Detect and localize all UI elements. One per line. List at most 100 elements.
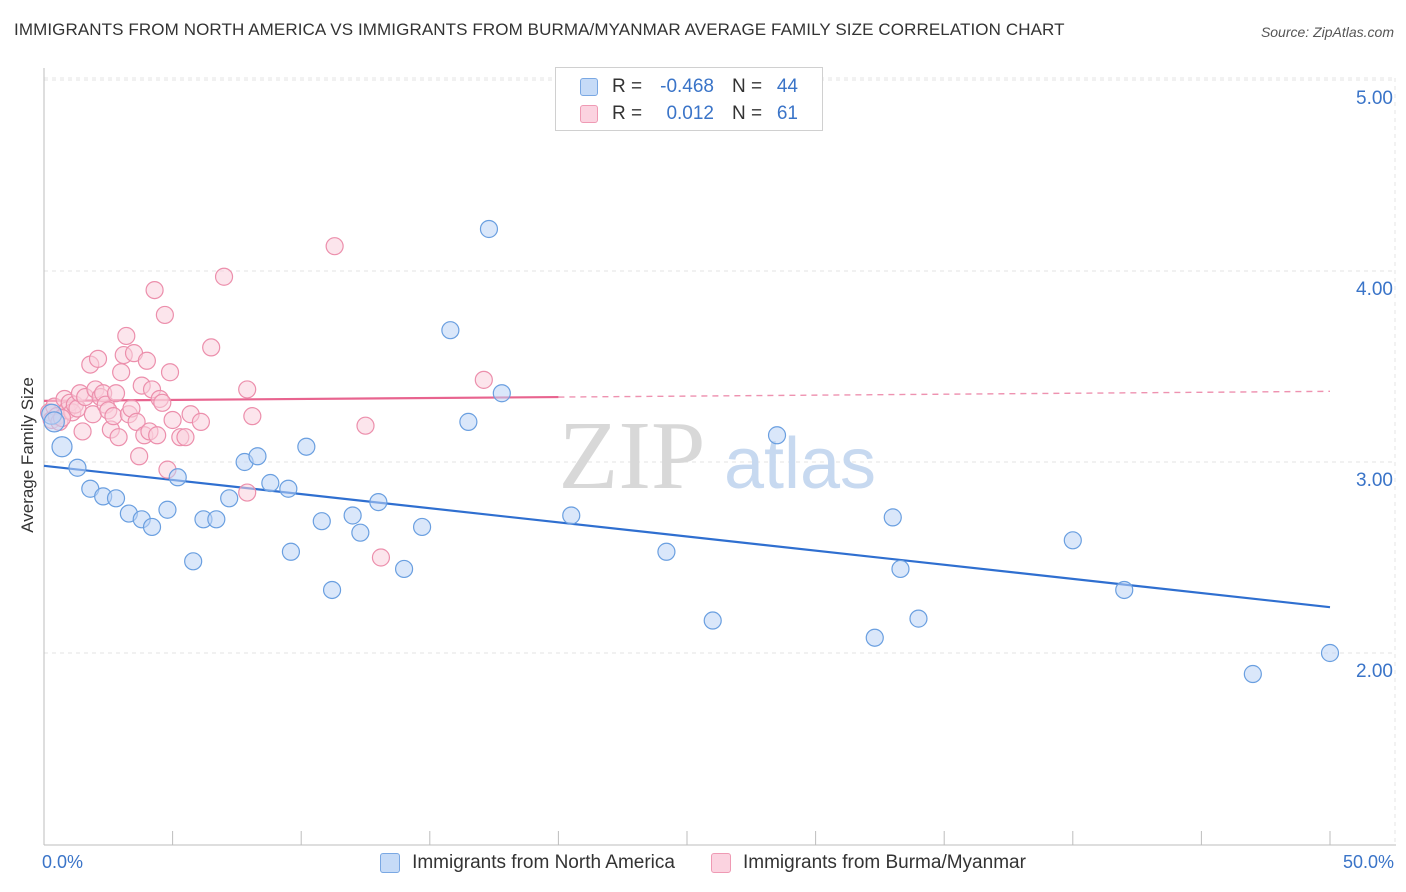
data-point-series-0: [412, 517, 432, 537]
data-point-series-1: [371, 548, 391, 567]
data-point-series-1: [238, 380, 257, 399]
y-tick-label: 5.00: [1356, 88, 1393, 109]
trend-extension-series-1: [558, 390, 1331, 398]
data-point-series-1: [474, 370, 493, 389]
trend-line-series-0: [43, 464, 1331, 609]
data-point-series-0: [106, 489, 126, 508]
data-point-series-0: [1243, 664, 1262, 684]
legend-r-value: -0.468: [660, 76, 714, 97]
data-point-series-1: [148, 426, 167, 445]
legend-n-label: N =: [732, 76, 763, 97]
y-axis-label: Average Family Size: [18, 377, 37, 533]
data-point-series-0: [68, 458, 87, 477]
data-point-series-0: [158, 500, 177, 519]
data-point-series-1: [104, 407, 123, 426]
legend-swatch-blue: [580, 78, 598, 96]
data-point-series-1: [202, 338, 221, 357]
data-point-series-0: [1320, 643, 1340, 663]
data-point-series-0: [142, 517, 162, 537]
data-point-series-0: [281, 542, 301, 561]
data-point-series-1: [243, 407, 262, 426]
data-point-series-0: [184, 552, 203, 571]
data-point-series-0: [479, 219, 499, 239]
data-point-series-0: [562, 506, 581, 525]
legend-swatch-pink: [580, 105, 598, 123]
legend-n-label: N =: [732, 103, 763, 124]
data-point-series-1: [130, 447, 149, 466]
legend-r-label: R =: [612, 103, 643, 124]
data-point-series-0: [441, 321, 460, 340]
data-point-series-1: [109, 428, 128, 447]
data-point-series-1: [191, 412, 210, 431]
x-tick-min: 0.0%: [42, 852, 84, 872]
x-tick-max: 50.0%: [1342, 852, 1394, 872]
data-point-series-0: [459, 412, 478, 431]
data-point-series-1: [117, 326, 136, 346]
data-point-series-1: [88, 349, 108, 368]
data-point-series-0: [909, 609, 928, 628]
data-point-series-1: [163, 410, 182, 430]
data-point-series-1: [356, 416, 375, 435]
data-point-series-1: [106, 384, 126, 403]
data-points: [40, 219, 1340, 684]
watermark-zip: ZIP: [559, 402, 706, 510]
data-point-series-0: [261, 473, 280, 493]
data-point-series-0: [1115, 580, 1134, 600]
data-point-series-1: [238, 483, 257, 502]
legend-row-north-america: R = -0.468 N = 44: [580, 75, 798, 99]
data-point-series-0: [297, 437, 316, 456]
watermark-atlas: atlas: [724, 424, 876, 504]
data-point-series-0: [492, 384, 511, 403]
y-tick-label: 4.00: [1356, 279, 1393, 300]
data-point-series-0: [207, 510, 226, 529]
data-point-series-1: [155, 305, 174, 325]
data-point-series-1: [73, 422, 92, 441]
data-point-series-0: [369, 493, 388, 512]
series-legend: Immigrants from North America Immigrants…: [0, 852, 1406, 874]
source-attribution: Source: ZipAtlas.com: [1260, 24, 1394, 40]
data-point-series-1: [214, 267, 234, 286]
data-point-series-0: [865, 628, 884, 647]
data-point-series-0: [351, 523, 370, 542]
data-point-series-1: [325, 237, 344, 256]
data-point-series-0: [1063, 531, 1082, 550]
data-point-series-0: [767, 426, 787, 445]
y-tick-labels: 2.00 3.00 4.00 5.00: [1356, 88, 1393, 682]
data-point-series-0: [891, 559, 910, 579]
data-point-series-0: [220, 489, 239, 508]
data-point-series-1: [145, 281, 164, 300]
data-point-series-0: [43, 411, 65, 433]
legend-r-label: R =: [612, 76, 643, 97]
series-legend-north-america[interactable]: Immigrants from North America: [380, 852, 675, 874]
data-point-series-1: [160, 363, 180, 382]
series-name-burma: Immigrants from Burma/Myanmar: [742, 852, 1026, 873]
legend-r-value: 0.012: [666, 103, 714, 124]
data-point-series-0: [657, 542, 676, 561]
legend-row-burma: R = 0.012 N = 61: [580, 102, 798, 126]
data-point-series-1: [153, 393, 172, 412]
series-swatch-blue: [380, 853, 401, 873]
axes: [43, 68, 1396, 846]
data-point-series-0: [394, 559, 414, 579]
correlation-legend: R = -0.468 N = 44 R = 0.012 N = 61: [555, 67, 823, 131]
legend-n-value: 61: [776, 103, 798, 124]
data-point-series-0: [279, 479, 298, 498]
series-legend-burma[interactable]: Immigrants from Burma/Myanmar: [710, 852, 1026, 874]
y-tick-label: 3.00: [1356, 470, 1393, 491]
series-name-north-america: Immigrants from North America: [412, 852, 675, 873]
data-point-series-0: [168, 468, 187, 487]
data-point-series-0: [343, 506, 362, 525]
chart-title: IMMIGRANTS FROM NORTH AMERICA VS IMMIGRA…: [14, 20, 1065, 39]
legend-n-value: 44: [776, 76, 798, 97]
data-point-series-0: [703, 611, 722, 630]
data-point-series-0: [312, 512, 331, 531]
data-point-series-0: [322, 580, 342, 600]
series-swatch-pink: [710, 853, 731, 873]
data-point-series-0: [248, 447, 267, 466]
y-tick-label: 2.00: [1356, 661, 1393, 682]
data-point-series-1: [137, 351, 156, 370]
data-point-series-0: [51, 436, 73, 458]
watermark: ZIP atlas: [559, 402, 877, 510]
data-point-series-1: [176, 428, 195, 447]
